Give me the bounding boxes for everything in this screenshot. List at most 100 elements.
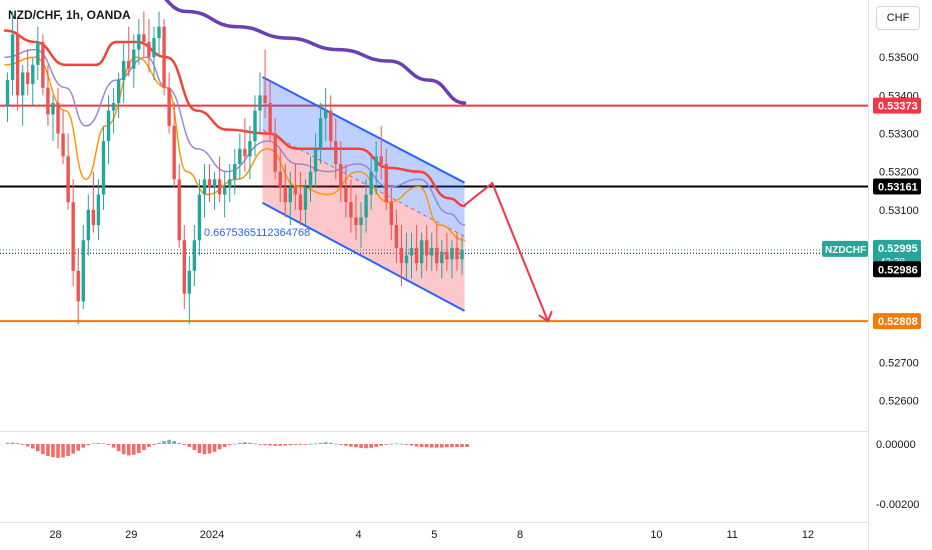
oscillator-bar (5, 442, 10, 444)
channel-lower-line (262, 202, 466, 312)
oscillator-bar (308, 443, 313, 445)
oscillator-bar (61, 444, 65, 458)
oscillator-bar (137, 444, 141, 453)
time-axis-border (0, 522, 868, 523)
oscillator-bar (369, 444, 373, 448)
candle-body (51, 102, 55, 115)
candle-body (157, 26, 161, 39)
oscillator-bar (157, 442, 161, 444)
oscillator-bar (298, 444, 303, 445)
oscillator-bar (364, 444, 368, 449)
candle-body (152, 38, 156, 58)
candle-body (424, 240, 429, 256)
oscillator-bar (258, 444, 262, 445)
oscillator-bar (187, 444, 192, 447)
oscillator-bar (445, 444, 449, 448)
candle-body (26, 72, 30, 84)
candle-body (212, 179, 217, 187)
oscillator-bar (374, 444, 378, 447)
oscillator-bar (182, 444, 187, 445)
candle-body (379, 156, 383, 165)
oscillator-bar (359, 444, 363, 448)
candle-body (248, 141, 252, 157)
oscillator-bar (429, 444, 434, 448)
candle-body (323, 110, 328, 119)
candle-body (20, 72, 25, 96)
candle-body (127, 61, 131, 69)
time-axis-tick: 29 (125, 529, 137, 541)
candle-body (374, 156, 378, 172)
oscillator-bar (263, 444, 267, 446)
oscillator-bar (268, 444, 272, 446)
candle-body (349, 202, 353, 218)
oscillator-bar (414, 444, 419, 447)
oscillator-bar (142, 444, 146, 450)
candle-body (253, 110, 257, 142)
black-level-tag-bg (873, 178, 921, 195)
candle-body (101, 141, 106, 195)
candle-body (66, 156, 70, 203)
symbol-tag: NZDCHF (825, 245, 866, 256)
candle-body (359, 217, 363, 226)
oscillator-bar (66, 444, 70, 456)
oscillator-bar (424, 444, 429, 448)
candle-body (369, 171, 373, 195)
oscillator-bar (273, 444, 277, 446)
candle-body (177, 179, 181, 241)
currency-button[interactable]: CHF (876, 6, 920, 30)
candle-body (339, 164, 343, 187)
oscillator-bar (121, 444, 126, 455)
oscillator-bar (283, 444, 288, 446)
oscillator-bar (318, 442, 323, 444)
candle-body (399, 247, 404, 264)
channel-upper-fill (262, 77, 465, 237)
oscillator-bar (465, 444, 469, 447)
candle-body (460, 249, 464, 260)
oscillator-bar (384, 444, 389, 445)
candle-body (303, 186, 308, 210)
candle-body (217, 179, 222, 195)
candle-body (162, 26, 166, 88)
candle-body (76, 270, 80, 302)
pane-divider[interactable] (0, 431, 868, 432)
candle-body (192, 240, 197, 271)
candle-body (268, 102, 272, 134)
candle-body (298, 194, 303, 210)
oscillator-bar (81, 444, 86, 448)
black-level-tag: 0.53161 (878, 182, 918, 194)
oscillator-bar (162, 441, 166, 444)
candle-body (435, 247, 439, 264)
oscillator-bar (303, 444, 308, 445)
oscillator-bar (248, 442, 252, 444)
oscillator-bar (126, 444, 131, 456)
oscillator-bar (328, 442, 333, 444)
bid-price-tag-bg (873, 261, 921, 278)
price-axis-tick: 0.53100 (879, 205, 919, 217)
candle-body (182, 240, 186, 294)
oscillator-bar (243, 442, 247, 444)
candle-body (5, 80, 10, 107)
oscillator-bar (147, 444, 151, 447)
candle-body (121, 61, 126, 81)
time-axis-tick: 11 (726, 529, 737, 541)
oscillator-bar (313, 443, 318, 445)
price-axis-border (868, 0, 869, 550)
candle-body (293, 186, 298, 195)
channel-upper-line (262, 76, 466, 184)
candle-body (283, 186, 287, 203)
candle-body (96, 194, 101, 226)
candle-body (394, 225, 399, 248)
oscillator-bar (20, 444, 25, 445)
oscillator-bar (349, 444, 353, 447)
candle-body (445, 251, 449, 260)
oscillator-bar (36, 444, 40, 452)
bid-price-tag: 0.52986 (878, 264, 918, 276)
candle-body (430, 247, 434, 256)
projection-arrowhead (538, 310, 553, 323)
candle-body (15, 34, 20, 96)
candle-body (31, 64, 35, 84)
oscillator-bar (354, 444, 358, 448)
candle-body (409, 247, 414, 256)
oscillator-bar (399, 443, 404, 445)
